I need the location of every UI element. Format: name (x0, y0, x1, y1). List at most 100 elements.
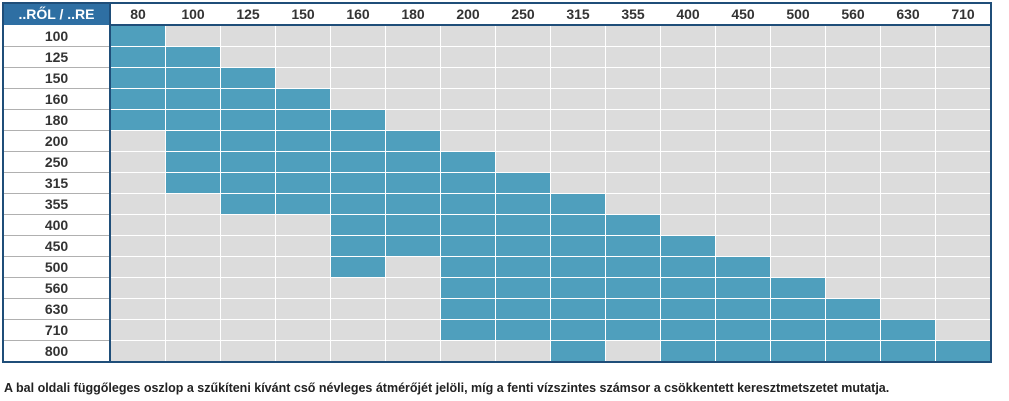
column-header: 150 (275, 2, 331, 26)
cell (330, 214, 386, 236)
cell (440, 109, 496, 131)
row-header: 200 (2, 130, 111, 152)
column-header: 125 (220, 2, 276, 26)
table-row: 710 (2, 319, 992, 341)
row-header: 180 (2, 109, 111, 131)
cell (275, 67, 331, 89)
cell (440, 67, 496, 89)
cell (165, 256, 221, 278)
cell (935, 193, 992, 215)
cell (715, 298, 771, 320)
cell (935, 277, 992, 299)
column-header: 500 (770, 2, 826, 26)
cell (660, 340, 716, 363)
column-header: 710 (935, 2, 992, 26)
cell (605, 46, 661, 68)
table-row: 160 (2, 88, 992, 110)
cell (495, 340, 551, 363)
cell (275, 24, 331, 47)
cell (550, 46, 606, 68)
cell (550, 256, 606, 278)
cell (660, 214, 716, 236)
table-row: 180 (2, 109, 992, 131)
cell (495, 109, 551, 131)
cell (715, 46, 771, 68)
cell (220, 130, 276, 152)
cell (935, 130, 992, 152)
cell (330, 235, 386, 257)
cell (165, 130, 221, 152)
column-header: 100 (165, 2, 221, 26)
table-row: 315 (2, 172, 992, 194)
cell (495, 235, 551, 257)
cell (385, 319, 441, 341)
caption: A bal oldali függőleges oszlop a szűkíte… (4, 381, 890, 395)
cell (495, 214, 551, 236)
cell (385, 88, 441, 110)
cell (825, 130, 881, 152)
table-row: 250 (2, 151, 992, 173)
cell (935, 151, 992, 173)
cell (825, 172, 881, 194)
cell (550, 24, 606, 47)
row-header: 450 (2, 235, 111, 257)
cell (770, 88, 826, 110)
cell (330, 130, 386, 152)
cell (275, 277, 331, 299)
cell (550, 88, 606, 110)
cell (109, 109, 166, 131)
cell (660, 319, 716, 341)
cell (770, 298, 826, 320)
cell (715, 88, 771, 110)
cell (880, 319, 936, 341)
cell (109, 151, 166, 173)
cell (440, 193, 496, 215)
cell (935, 340, 992, 363)
cell (550, 151, 606, 173)
cell (825, 340, 881, 363)
corner-header: ..RŐL / ..RE (2, 2, 111, 26)
cell (220, 88, 276, 110)
cell (495, 256, 551, 278)
column-header: 200 (440, 2, 496, 26)
cell (109, 319, 166, 341)
cell (275, 193, 331, 215)
cell (935, 235, 992, 257)
cell (880, 24, 936, 47)
cell (440, 256, 496, 278)
cell (385, 193, 441, 215)
table-row: 125 (2, 46, 992, 68)
cell (770, 24, 826, 47)
cell (495, 67, 551, 89)
cell (825, 46, 881, 68)
cell (715, 67, 771, 89)
cell (495, 298, 551, 320)
cell (165, 193, 221, 215)
cell (770, 319, 826, 341)
cell (440, 235, 496, 257)
column-header: 630 (880, 2, 936, 26)
cell (660, 235, 716, 257)
cell (109, 340, 166, 363)
cell (770, 235, 826, 257)
cell (715, 130, 771, 152)
cell (605, 109, 661, 131)
table-row: 100 (2, 24, 992, 47)
cell (935, 298, 992, 320)
cell (220, 256, 276, 278)
cell (605, 88, 661, 110)
cell (825, 319, 881, 341)
cell (220, 151, 276, 173)
cell (220, 109, 276, 131)
cell (715, 214, 771, 236)
cell (715, 235, 771, 257)
cell (220, 67, 276, 89)
cell (440, 214, 496, 236)
table-row: 450 (2, 235, 992, 257)
cell (880, 151, 936, 173)
cell (220, 46, 276, 68)
cell (715, 340, 771, 363)
cell (330, 277, 386, 299)
cell (220, 193, 276, 215)
